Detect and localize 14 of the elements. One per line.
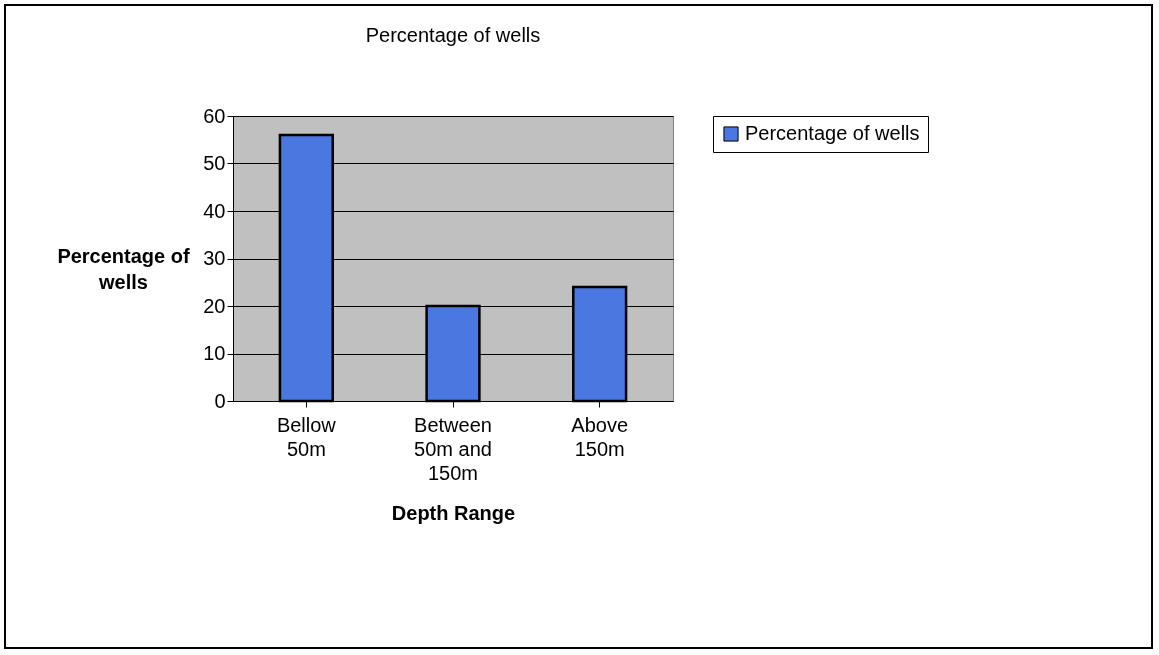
y-tick-label: 0 [214,389,226,412]
y-tick-label: 30 [203,247,226,269]
x-tick-label: Above 150m [571,413,629,460]
y-axis-title: Percentage of wells [57,244,190,293]
legend-label: Percentage of wells [745,122,920,144]
y-tick-label: 40 [203,199,226,222]
chart-title: Percentage of wells [365,24,541,46]
y-tick-label: 60 [203,104,226,127]
x-tick-label: Between 50m and 150m [414,413,492,484]
x-tick-label: Bellow 50m [276,413,337,460]
y-tick-label: 10 [203,342,226,364]
x-axis-title: Depth Range [391,501,516,524]
y-tick-label: 20 [203,294,226,317]
y-tick-label: 50 [203,152,226,174]
